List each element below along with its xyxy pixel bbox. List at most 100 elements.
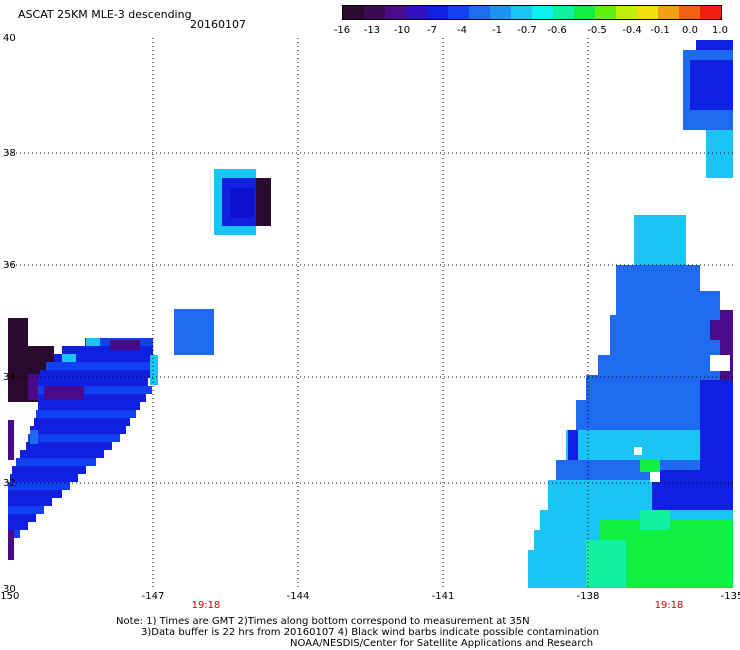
swath-cell — [26, 442, 112, 450]
swath-cell — [174, 309, 214, 355]
lat-tick-label: 30 — [3, 584, 16, 595]
colorbar-swatch — [574, 6, 595, 19]
swath-cell — [690, 60, 733, 110]
swath-cell — [230, 188, 254, 218]
swath-cell — [38, 394, 146, 402]
swath-cell — [256, 178, 271, 226]
swath-cell — [30, 430, 38, 444]
swath-cell — [640, 510, 670, 530]
swath-cell — [568, 430, 578, 460]
lon-tick-label: -150 — [0, 591, 20, 602]
colorbar-label: 1.0 — [712, 25, 728, 36]
swath-cell — [634, 215, 686, 265]
colorbar-swatch — [406, 6, 427, 19]
swath-cell — [8, 490, 62, 498]
swath-cell — [86, 338, 100, 346]
swath-cell — [150, 355, 158, 385]
colorbar-label: -0.4 — [622, 25, 642, 36]
swath-cells — [8, 40, 733, 588]
note-line-1: Note: 1) Times are GMT 2)Times along bot… — [116, 616, 530, 627]
colorbar-swatch — [364, 6, 385, 19]
lat-tick-label: 38 — [3, 148, 16, 159]
colorbar-swatch — [469, 6, 490, 19]
swath-cell — [8, 522, 28, 530]
swath-cell — [8, 318, 28, 354]
lon-tick-label: -135 — [720, 591, 740, 602]
swath-cell — [38, 386, 152, 394]
swath-cell — [616, 291, 720, 315]
swath-cell — [634, 447, 642, 455]
pass-time-label: 19:18 — [654, 600, 684, 611]
lat-tick-label: 40 — [3, 33, 16, 44]
swath-cell — [706, 130, 733, 178]
colorbar-swatch — [553, 6, 574, 19]
swath-cell — [44, 386, 84, 400]
lat-tick-label: 34 — [3, 372, 16, 383]
colorbar-swatch — [616, 6, 637, 19]
swath-cell — [610, 315, 726, 355]
colorbar-swatch — [427, 6, 448, 19]
colorbar — [342, 5, 722, 20]
swath-cell — [28, 434, 120, 442]
lat-tick-label: 36 — [3, 260, 16, 271]
colorbar-swatch — [490, 6, 511, 19]
swath-cell — [46, 362, 153, 370]
colorbar-label: -13 — [363, 25, 381, 36]
swath-cell — [8, 506, 44, 514]
swath-cell — [110, 340, 140, 350]
lon-tick-label: -147 — [141, 591, 165, 602]
swath-cell — [8, 514, 36, 522]
swath-cell — [652, 470, 733, 510]
note-line-3: NOAA/NESDIS/Center for Satellite Applica… — [290, 638, 594, 649]
colorbar-swatch — [679, 6, 700, 19]
swath-cell — [12, 466, 86, 474]
lat-lon-grid — [8, 38, 733, 588]
swath-cell — [54, 354, 153, 362]
colorbar-label: -0.7 — [517, 25, 537, 36]
swath-cell — [16, 458, 96, 466]
lon-tick-label: -141 — [431, 591, 455, 602]
colorbar-swatch — [700, 6, 721, 19]
swath-cell — [616, 265, 700, 291]
colorbar-swatch — [448, 6, 469, 19]
swath-cell — [38, 402, 140, 410]
swath-cell — [640, 460, 660, 472]
swath-cell — [38, 378, 148, 386]
map-date: 20160107 — [190, 18, 246, 31]
swath-cell — [8, 498, 52, 506]
lat-tick-label: 32 — [3, 478, 16, 489]
swath-cell — [10, 474, 78, 482]
swath-cell — [710, 320, 720, 340]
colorbar-label: -0.6 — [547, 25, 567, 36]
colorbar-label: -4 — [457, 25, 467, 36]
colorbar-swatch — [343, 6, 364, 19]
swath-cell — [650, 472, 660, 482]
swath-cell — [36, 410, 136, 418]
map-title: ASCAT 25KM MLE-3 descending — [18, 8, 192, 21]
swath-cell — [30, 426, 126, 434]
swath-cell — [700, 380, 733, 470]
swath-cell — [586, 540, 626, 588]
colorbar-label: -0.1 — [650, 25, 670, 36]
swath-cell — [20, 450, 104, 458]
note-line-2: 3)Data buffer is 22 hrs from 20160107 4)… — [141, 627, 599, 638]
swath-cell — [598, 355, 728, 375]
swath-cell — [34, 418, 130, 426]
swath-cell — [710, 355, 730, 371]
colorbar-label: -10 — [393, 25, 411, 36]
colorbar-label: -7 — [427, 25, 437, 36]
swath-cell — [8, 482, 70, 490]
swath-cell — [8, 530, 14, 560]
swath-cell — [8, 420, 14, 460]
colorbar-swatch — [595, 6, 616, 19]
colorbar-label: -1 — [492, 25, 502, 36]
lon-tick-label: -138 — [576, 591, 600, 602]
colorbar-label: 0.0 — [682, 25, 698, 36]
colorbar-swatch — [637, 6, 658, 19]
swath-cell — [62, 346, 153, 354]
colorbar-label: -0.5 — [587, 25, 607, 36]
pass-time-label: 19:18 — [191, 600, 221, 611]
colorbar-swatch — [511, 6, 532, 19]
swath-cell — [40, 370, 150, 378]
